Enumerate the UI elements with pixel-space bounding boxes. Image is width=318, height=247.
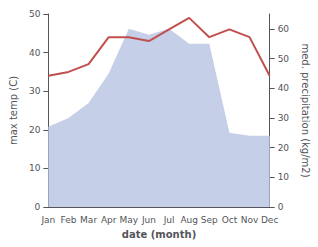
svg-text:40: 40 bbox=[278, 83, 290, 93]
svg-text:Feb: Feb bbox=[61, 215, 77, 225]
svg-text:Dec: Dec bbox=[261, 215, 278, 225]
svg-text:Nov: Nov bbox=[241, 215, 259, 225]
svg-text:50: 50 bbox=[29, 9, 41, 19]
svg-text:50: 50 bbox=[278, 54, 290, 64]
svg-text:Oct: Oct bbox=[222, 215, 238, 225]
svg-text:Sep: Sep bbox=[201, 215, 218, 225]
svg-text:0: 0 bbox=[278, 202, 284, 212]
svg-text:60: 60 bbox=[278, 24, 290, 34]
svg-text:30: 30 bbox=[29, 86, 41, 96]
svg-text:Mar: Mar bbox=[80, 215, 97, 225]
svg-text:Jun: Jun bbox=[141, 215, 156, 225]
svg-text:Jul: Jul bbox=[163, 215, 175, 225]
svg-text:Jan: Jan bbox=[40, 215, 55, 225]
svg-text:0: 0 bbox=[35, 202, 41, 212]
svg-text:30: 30 bbox=[278, 113, 290, 123]
svg-text:10: 10 bbox=[29, 163, 41, 173]
svg-text:20: 20 bbox=[29, 125, 41, 135]
svg-text:May: May bbox=[120, 215, 139, 225]
svg-text:med. precipitation (kg/m2): med. precipitation (kg/m2) bbox=[300, 43, 311, 177]
svg-text:10: 10 bbox=[278, 172, 290, 182]
svg-text:20: 20 bbox=[278, 143, 290, 153]
svg-text:max temp (C): max temp (C) bbox=[8, 76, 19, 145]
svg-text:Aug: Aug bbox=[180, 215, 198, 225]
svg-text:date (month): date (month) bbox=[122, 229, 196, 240]
svg-text:Apr: Apr bbox=[101, 215, 117, 225]
svg-text:40: 40 bbox=[29, 48, 41, 58]
